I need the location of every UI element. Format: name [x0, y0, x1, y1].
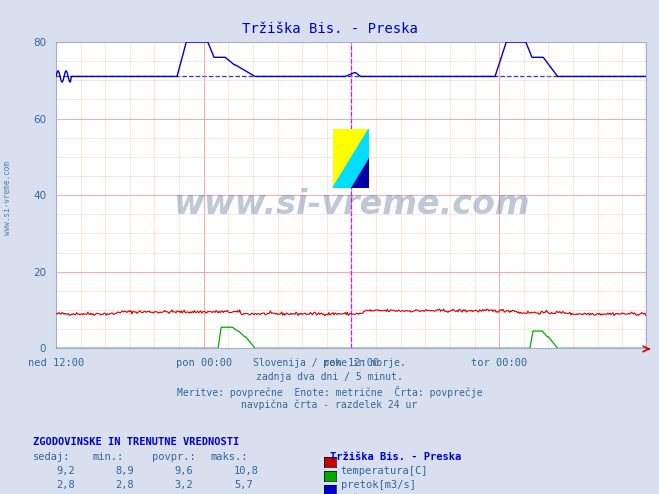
Text: 8,9: 8,9 [115, 466, 134, 476]
Text: www.si-vreme.com: www.si-vreme.com [173, 188, 529, 221]
Text: ZGODOVINSKE IN TRENUTNE VREDNOSTI: ZGODOVINSKE IN TRENUTNE VREDNOSTI [33, 437, 239, 447]
Text: 9,2: 9,2 [56, 466, 74, 476]
Text: 9,6: 9,6 [175, 466, 193, 476]
Text: sedaj:: sedaj: [33, 452, 71, 462]
Text: min.:: min.: [92, 452, 123, 462]
Polygon shape [351, 159, 369, 188]
Text: 3,2: 3,2 [175, 480, 193, 490]
Text: Tržiška Bis. - Preska: Tržiška Bis. - Preska [242, 22, 417, 36]
Text: temperatura[C]: temperatura[C] [341, 466, 428, 476]
Polygon shape [333, 129, 369, 188]
Text: Slovenija / reke in morje.: Slovenija / reke in morje. [253, 358, 406, 368]
Text: Tržiška Bis. - Preska: Tržiška Bis. - Preska [330, 452, 461, 462]
Text: Meritve: povprečne  Enote: metrične  Črta: povprečje: Meritve: povprečne Enote: metrične Črta:… [177, 386, 482, 398]
Text: pretok[m3/s]: pretok[m3/s] [341, 480, 416, 490]
Text: povpr.:: povpr.: [152, 452, 195, 462]
Text: 2,8: 2,8 [115, 480, 134, 490]
Text: maks.:: maks.: [211, 452, 248, 462]
Text: 5,7: 5,7 [234, 480, 252, 490]
Text: www.si-vreme.com: www.si-vreme.com [3, 161, 13, 235]
Text: zadnja dva dni / 5 minut.: zadnja dva dni / 5 minut. [256, 372, 403, 382]
Text: navpična črta - razdelek 24 ur: navpična črta - razdelek 24 ur [241, 400, 418, 410]
Text: 2,8: 2,8 [56, 480, 74, 490]
Polygon shape [333, 129, 369, 188]
Text: 10,8: 10,8 [234, 466, 259, 476]
